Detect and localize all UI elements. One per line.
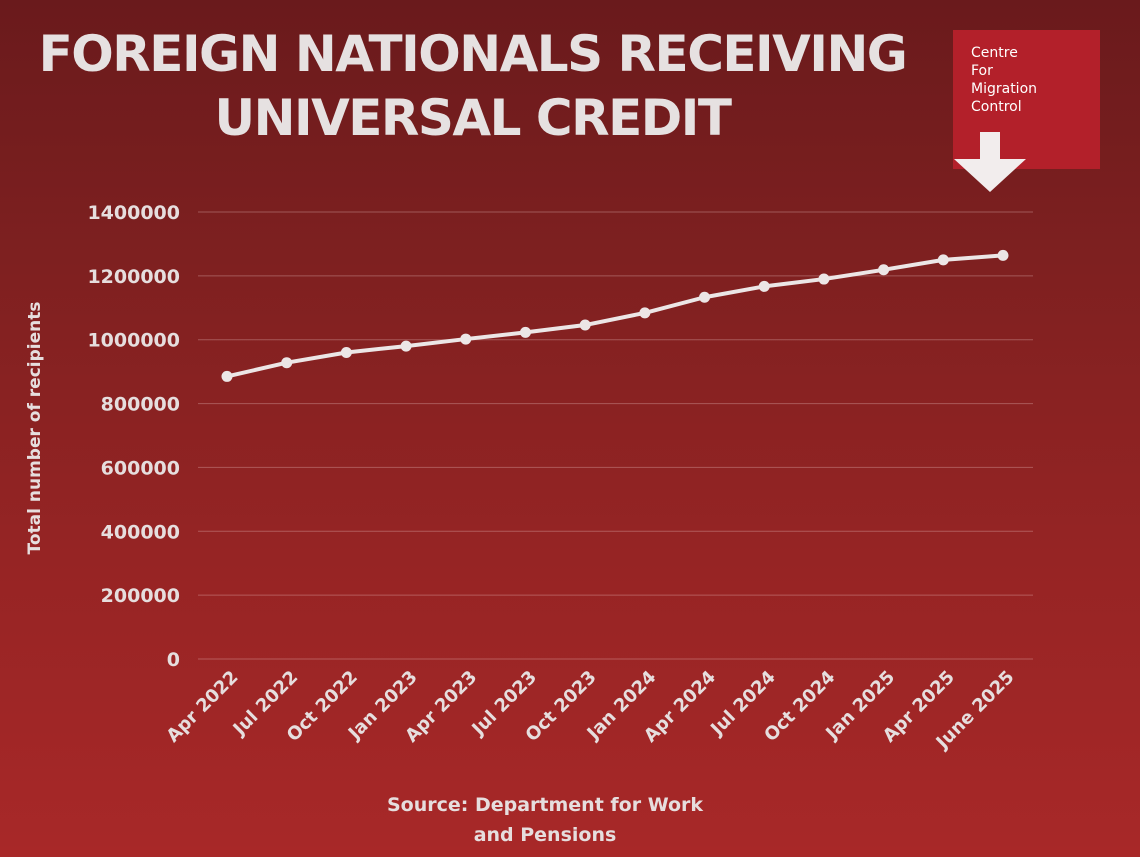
logo-text-line: For	[971, 63, 993, 79]
series-line	[225, 253, 1005, 379]
y-tick-label: 600000	[101, 457, 180, 479]
y-axis-label: Total number of recipients	[25, 302, 45, 555]
y-tick-label: 1200000	[87, 266, 180, 288]
data-point	[460, 333, 472, 345]
data-point	[519, 326, 531, 338]
y-tick-label: 1400000	[87, 202, 180, 224]
data-point	[579, 319, 591, 331]
y-tick-label: 200000	[101, 585, 180, 607]
chart-title: FOREIGN NATIONALS RECEIVING UNIVERSAL CR…	[0, 22, 945, 150]
logo-text-line: Control	[971, 99, 1022, 115]
data-point	[340, 346, 352, 358]
logo-text-line: Centre	[971, 45, 1018, 61]
chart-title-line: FOREIGN NATIONALS RECEIVING	[38, 25, 908, 83]
data-point	[758, 280, 770, 292]
source-line: and Pensions	[473, 824, 617, 846]
grid-lines	[198, 211, 1033, 660]
y-tick-label: 1000000	[87, 330, 180, 352]
source-line: Source: Department for Work	[386, 794, 704, 816]
y-tick-label: 400000	[101, 521, 180, 543]
centre-for-migration-control-logo: Centre For Migration Control	[953, 30, 1100, 192]
data-point	[878, 264, 890, 276]
x-tick-label: Apr 2022	[163, 667, 243, 747]
data-point	[699, 291, 711, 303]
data-point	[639, 307, 651, 319]
down-arrow-icon	[954, 132, 1026, 192]
data-series	[221, 249, 1009, 382]
chart-title-line: UNIVERSAL CREDIT	[214, 89, 732, 147]
data-point	[997, 249, 1009, 261]
y-tick-label: 0	[167, 649, 180, 671]
data-point	[281, 357, 293, 369]
y-tick-label: 800000	[101, 394, 180, 416]
logo-text: Centre For Migration Control	[971, 44, 1037, 116]
source-note: Source: Department for Work and Pensions	[360, 790, 730, 850]
data-point	[937, 254, 949, 266]
data-point	[221, 370, 233, 382]
logo-text-line: Migration	[971, 81, 1038, 97]
data-point	[818, 273, 830, 285]
data-point	[400, 340, 412, 352]
y-axis-ticks: 0 200000 400000 600000 800000 1000000 1200000 1…	[87, 202, 180, 671]
